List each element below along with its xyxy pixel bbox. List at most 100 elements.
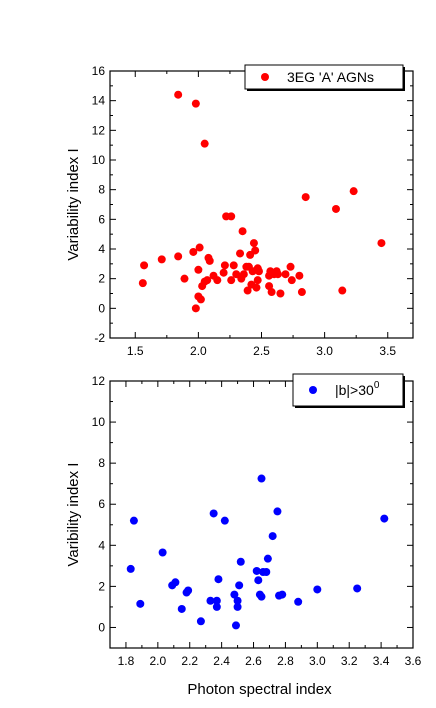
data-point [377, 239, 386, 248]
x-tick-label: 3.5 [379, 344, 396, 358]
y-tick-label: 2 [98, 272, 105, 286]
data-point [313, 585, 322, 594]
y-tick-label: 6 [98, 497, 105, 511]
data-point [278, 590, 287, 599]
x-tick-label: 1.5 [127, 344, 144, 358]
y-tick-label: 0 [98, 620, 105, 634]
data-point [219, 268, 228, 277]
data-point [227, 276, 236, 285]
data-point [294, 597, 303, 606]
data-point [268, 532, 277, 541]
data-point [140, 261, 149, 270]
data-point [229, 261, 238, 270]
y-axis-label: Varibility index I [65, 463, 82, 567]
data-point [273, 507, 282, 516]
y-tick-label: 2 [98, 579, 105, 593]
top-scatter-plot: 1.5 2.0 2.5 3.0 3.5 -2 0 2 4 6 8 10 12 14 16 Variabilit… [65, 64, 414, 358]
data-point [212, 602, 221, 611]
data-point [262, 568, 271, 577]
x-tick-label: 2.2 [181, 654, 198, 668]
data-point [126, 564, 135, 573]
data-point [231, 621, 240, 630]
data-point [237, 274, 246, 283]
data-point [243, 286, 252, 295]
data-point [138, 279, 147, 288]
data-point [251, 246, 260, 255]
data-point [180, 274, 189, 283]
data-point [286, 262, 295, 271]
legend-box [244, 64, 404, 90]
data-point [338, 286, 347, 295]
data-point [213, 276, 222, 285]
data-point [252, 566, 261, 575]
data-point [212, 596, 221, 605]
y-tick-label: 4 [98, 242, 105, 256]
y-tick-label: 12 [92, 123, 106, 137]
legend-label-superscript: 0 [374, 380, 380, 391]
y-tick-label: 0 [98, 301, 105, 315]
x-tick-label: 3.4 [373, 654, 390, 668]
y-tick-label: 16 [92, 64, 106, 78]
data-point [220, 516, 229, 525]
x-axis-label: Photon spectral index [187, 681, 332, 698]
data-point [353, 584, 362, 593]
data-point [301, 193, 310, 202]
data-point [233, 596, 242, 605]
data-point [287, 276, 296, 285]
y-axis-label: Variability index I [65, 148, 82, 260]
data-point [194, 265, 203, 274]
data-point [349, 187, 358, 196]
data-point [200, 139, 209, 148]
data-point [265, 282, 274, 291]
y-tick-label: 4 [98, 538, 105, 552]
legend-marker [261, 73, 269, 81]
x-tick-label: 2.4 [213, 654, 230, 668]
data-point [209, 509, 218, 518]
data-point [158, 548, 167, 557]
data-point [203, 276, 212, 285]
y-tick-label: -2 [94, 331, 105, 345]
plot-frame [109, 70, 414, 339]
bottom-scatter-plot: 1.8 2.0 2.2 2.4 2.6 2.8 3.0 3.2 3.4 3.6 0 2 4 6 8 10 12 V… [65, 373, 422, 698]
data-point [257, 474, 266, 483]
data-point [205, 256, 214, 265]
data-point [257, 592, 266, 601]
data-point [236, 557, 245, 566]
x-tick-label: 2.5 [253, 344, 270, 358]
data-point [380, 514, 389, 523]
data-point [227, 212, 236, 221]
data-point [129, 516, 138, 525]
data-point [191, 99, 200, 108]
data-point [273, 270, 282, 279]
x-tick-label: 3.0 [309, 654, 326, 668]
data-point [214, 575, 223, 584]
y-tick-label: 10 [92, 153, 106, 167]
legend-label: 3EG 'A' AGNs [287, 69, 374, 85]
plot-frame [109, 380, 414, 649]
data-point [297, 288, 306, 297]
y-tick-label: 8 [98, 456, 105, 470]
data-point [236, 249, 245, 258]
x-tick-label: 3.6 [405, 654, 422, 668]
data-point [233, 602, 242, 611]
y-tick-label: 12 [92, 374, 106, 388]
y-tick-label: 14 [92, 94, 106, 108]
data-point [157, 255, 166, 264]
data-point [252, 283, 261, 292]
data-point [177, 604, 186, 613]
y-tick-label: 6 [98, 212, 105, 226]
data-point [249, 239, 258, 248]
data-point [189, 247, 198, 256]
data-point [196, 617, 205, 626]
data-point [295, 271, 304, 280]
x-tick-label: 2.0 [149, 654, 166, 668]
data-point [230, 590, 239, 599]
data-point [254, 267, 263, 276]
x-tick-label: 1.8 [118, 654, 135, 668]
data-point [195, 243, 204, 252]
data-point [254, 576, 263, 585]
data-point [253, 276, 262, 285]
data-point [331, 204, 340, 213]
x-tick-label: 2.8 [277, 654, 294, 668]
